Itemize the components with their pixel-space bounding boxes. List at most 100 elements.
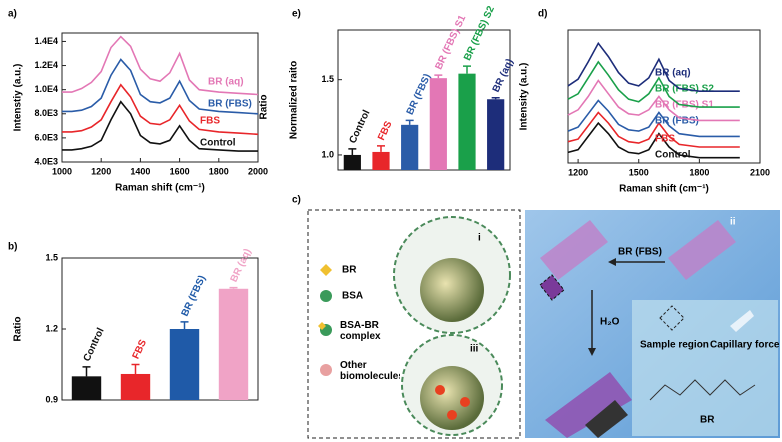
category-label: Control [82,326,107,363]
x-tick-label: 1800 [689,167,709,177]
category-label: FBS [376,119,395,142]
molecule-text: BR [700,415,715,426]
bar [169,329,200,400]
bar [343,154,361,170]
icon-other [320,364,332,376]
legend-text: Other biomolecules [340,360,400,382]
y-tick-label: 1.0 [321,149,334,159]
key-text: Capillary force [710,340,780,351]
series-label: Control [655,150,691,161]
key-box [632,300,778,436]
error-bar [491,96,500,100]
series-label: FBS [655,134,675,145]
x-axis-label: Raman shift (cm⁻¹) [115,183,205,194]
x-tick-label: 1600 [170,166,190,176]
x-tick-label: 1200 [91,166,111,176]
strip [545,372,632,438]
line [62,100,258,152]
x-tick-label: 1800 [209,166,229,176]
category-label: BR (FBS) [405,72,434,116]
bar [71,376,102,400]
panel-letter: a) [8,9,17,20]
key-icon [730,310,754,332]
icon-complex [318,322,326,330]
y-tick-label: 8.0E3 [34,108,58,118]
category-label: BR (FBS) [180,274,209,318]
bar [372,151,390,170]
x-tick-label: 2100 [750,167,770,177]
line [62,58,259,115]
series-label: BR (aq) [655,68,691,79]
annotation: Ratio [259,95,270,120]
y-axis-label: Ratio [13,317,24,342]
x-tick-label: 1500 [629,167,649,177]
error-bar [82,366,91,377]
molecule [649,379,756,401]
y-axis-label: Intensity (a.u.) [519,63,530,131]
bar [120,373,151,400]
line [567,99,740,138]
series-label: FBS [200,116,220,127]
y-tick-label: 1.0E4 [34,84,58,94]
y-tick-label: 1.4E4 [34,36,58,46]
category-label: BR (FBS) S2 [462,4,497,62]
line [567,111,740,148]
series-label: BR (FBS) [208,99,252,110]
category-label: BR (FBS) S1 [433,13,468,71]
key-icon [659,305,685,331]
x-tick-label: 1200 [568,167,588,177]
category-label: FBS [131,338,150,361]
category-label: Control [347,108,372,145]
arrow-head [608,258,616,266]
y-axis-label: Normalized raito [289,61,300,139]
arrow-head [588,348,596,356]
error-bar [434,74,443,79]
error-bar [463,65,471,74]
error-bar [377,145,385,152]
line [567,121,740,159]
key-text: Sample region [640,340,709,351]
legend-text: BR [342,265,357,276]
error-bar [180,321,189,329]
series-label: BR (aq) [208,77,244,88]
line [567,41,740,92]
error-bar [131,363,140,374]
particle [420,366,484,430]
bar [458,73,476,170]
y-tick-label: 6.0E3 [34,132,58,142]
panel-text: ii [730,217,736,228]
bar [487,99,505,170]
arrow-text: H₂O [600,317,620,328]
line [567,60,740,108]
legend-box [307,209,521,439]
panel-letter: e) [292,9,301,20]
icon-br [320,264,332,276]
line [62,35,259,96]
y-tick-label: 1.2 [45,323,58,333]
icon-bsa [320,290,332,302]
strip-dark [585,400,628,438]
legend-text: Other biomolecules [340,360,400,382]
x-tick-label: 1000 [52,166,72,176]
arrow-text: BR (FBS) [618,247,662,258]
panel-text: i [478,233,481,244]
series-label: BR (FBS) [655,116,699,127]
particle-dot [447,410,457,420]
error-bar [348,148,357,155]
x-axis-label: Raman shift (cm⁻¹) [619,184,709,195]
category-label: BR (aq) [491,57,516,94]
bar [429,78,447,170]
line [62,83,259,136]
y-tick-label: 1.2E4 [34,60,58,70]
series-label: Control [200,138,236,149]
particle-dot [460,397,470,407]
particle [420,258,484,322]
bar [218,288,249,400]
y-axis-label: Intenstiy (a.u.) [13,64,24,132]
line [567,79,740,122]
error-bar [229,286,238,289]
error-bar [405,119,414,125]
x-tick-label: 1400 [130,166,150,176]
legend-text: BSA-BR complex [340,320,381,342]
